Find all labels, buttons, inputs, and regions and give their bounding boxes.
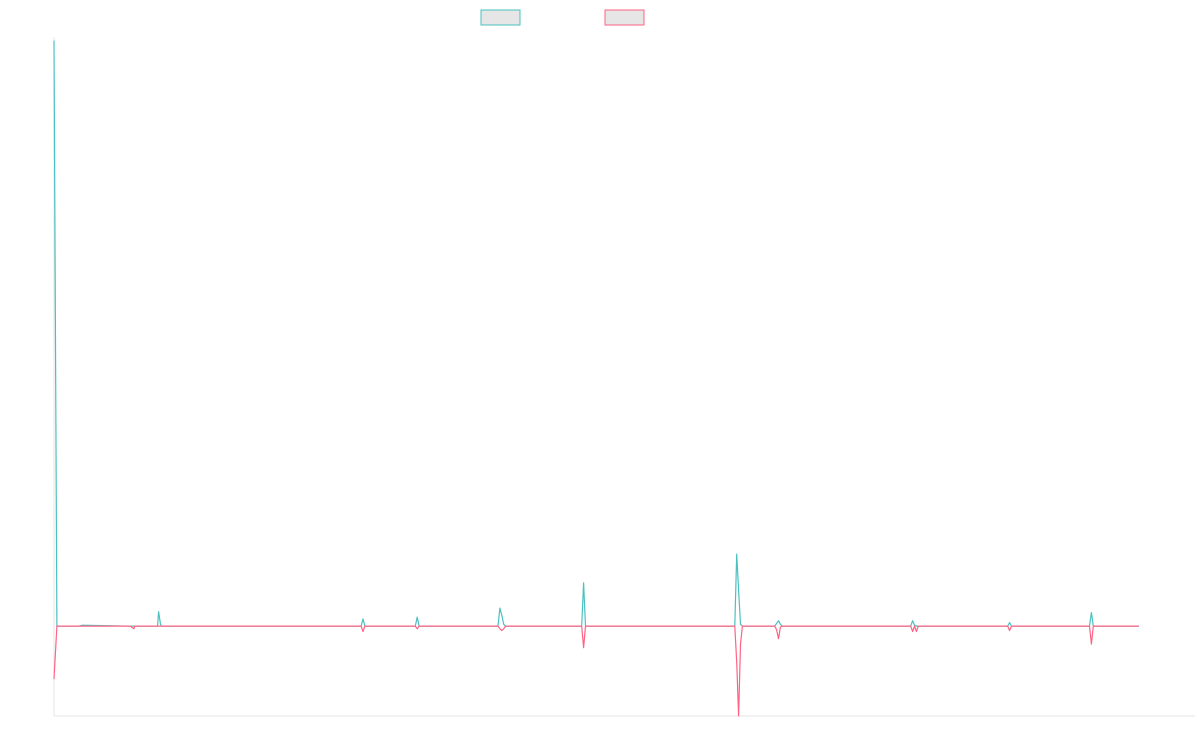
series-line-1 bbox=[53, 40, 1139, 627]
axes bbox=[53, 37, 1195, 717]
legend-swatch-series-2[interactable] bbox=[604, 9, 645, 26]
legend-swatch-series-1[interactable] bbox=[480, 9, 521, 26]
plot-lines bbox=[53, 40, 1139, 717]
series-line-2 bbox=[53, 625, 1139, 717]
legend bbox=[480, 9, 645, 26]
